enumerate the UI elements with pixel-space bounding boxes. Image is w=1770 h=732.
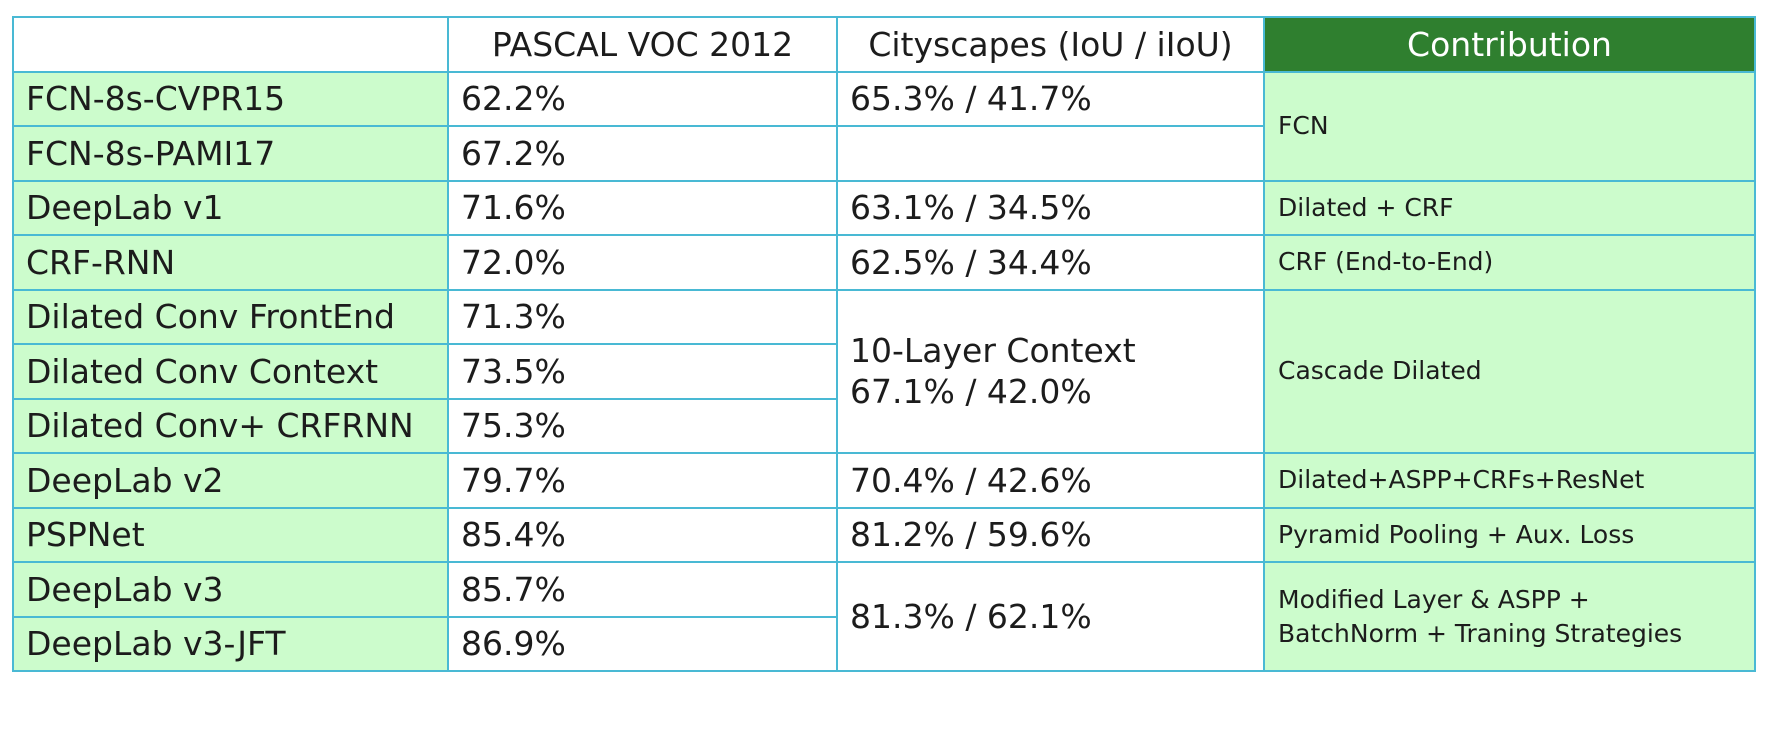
cityscapes-score: 62.5% / 34.4% <box>850 242 1092 282</box>
pascal-score-cell: 71.3% <box>447 288 838 345</box>
contribution-text: Dilated+ASPP+CRFs+ResNet <box>1278 465 1645 495</box>
pascal-score-cell: 75.3% <box>447 397 838 454</box>
pascal-score-cell: 72.0% <box>447 234 838 291</box>
cityscapes-score: 81.2% / 59.6% <box>850 515 1092 555</box>
pascal-score-cell: 62.2% <box>447 70 838 127</box>
table-row: CRF-RNN 72.0% 62.5% / 34.4% CRF (End-to-… <box>12 234 1756 291</box>
pascal-score-cell: 67.2% <box>447 125 838 182</box>
contribution-cell: Pyramid Pooling + Aux. Loss <box>1263 506 1756 563</box>
contribution-text: CRF (End-to-End) <box>1278 247 1494 277</box>
cityscapes-context-label: 10-Layer Context <box>850 331 1136 370</box>
table-row: Dilated Conv FrontEnd 71.3% 10-Layer Con… <box>12 288 1756 454</box>
results-table: PASCAL VOC 2012 Cityscapes (IoU / iIoU) … <box>12 16 1756 672</box>
header-blank-cell <box>12 16 449 73</box>
pascal-score-cell: 85.7% <box>447 561 838 618</box>
cityscapes-score-cell: 65.3% / 41.7% <box>836 70 1265 127</box>
contribution-cell: Dilated+ASPP+CRFs+ResNet <box>1263 452 1756 509</box>
contribution-text: Cascade Dilated <box>1278 356 1482 386</box>
contribution-text: BatchNorm + Traning Strategies <box>1278 618 1683 648</box>
cityscapes-score-cell: 10-Layer Context 67.1% / 42.0% <box>836 288 1265 454</box>
contribution-cell: FCN <box>1263 70 1756 182</box>
table-row: PSPNet 85.4% 81.2% / 59.6% Pyramid Pooli… <box>12 506 1756 563</box>
cityscapes-score: 67.1% / 42.0% <box>850 372 1092 412</box>
pascal-score-cell: 79.7% <box>447 452 838 509</box>
table-row: FCN-8s-CVPR15 62.2% 65.3% / 41.7% FCN <box>12 70 1756 182</box>
method-cell: PSPNet <box>12 506 449 563</box>
method-cell: Dilated Conv FrontEnd <box>12 288 449 345</box>
cityscapes-score-cell: 70.4% / 42.6% <box>836 452 1265 509</box>
contribution-cell: Dilated + CRF <box>1263 179 1756 236</box>
pascal-score-cell: 71.6% <box>447 179 838 236</box>
method-cell: DeepLab v2 <box>12 452 449 509</box>
header-pascal-voc: PASCAL VOC 2012 <box>447 16 838 73</box>
header-row: PASCAL VOC 2012 Cityscapes (IoU / iIoU) … <box>12 16 1756 73</box>
cityscapes-score-cell: 81.3% / 62.1% <box>836 561 1265 672</box>
header-contribution: Contribution <box>1263 16 1756 73</box>
contribution-cell: Cascade Dilated <box>1263 288 1756 454</box>
contribution-text: Pyramid Pooling + Aux. Loss <box>1278 519 1635 549</box>
cityscapes-score: 63.1% / 34.5% <box>850 188 1092 228</box>
method-cell: FCN-8s-PAMI17 <box>12 125 449 182</box>
method-cell: DeepLab v3-JFT <box>12 615 449 672</box>
method-cell: Dilated Conv+ CRFRNN <box>12 397 449 454</box>
pascal-score-cell: 73.5% <box>447 343 838 400</box>
cityscapes-score-cell <box>836 125 1265 182</box>
table-row: Dilated Conv+ CRFRNN 75.3% <box>12 397 1755 454</box>
table-row: FCN-8s-PAMI17 67.2% <box>12 125 1755 182</box>
table-row: DeepLab v3 85.7% 81.3% / 62.1% Modified … <box>12 561 1756 672</box>
cityscapes-score: 70.4% / 42.6% <box>850 460 1092 500</box>
cityscapes-score: 81.3% / 62.1% <box>850 596 1092 636</box>
table-row: DeepLab v2 79.7% 70.4% / 42.6% Dilated+A… <box>12 452 1756 509</box>
table-row: DeepLab v3-JFT 86.9% <box>12 615 1755 672</box>
table-row: DeepLab v1 71.6% 63.1% / 34.5% Dilated +… <box>12 179 1756 236</box>
pascal-score-cell: 85.4% <box>447 506 838 563</box>
header-cityscapes: Cityscapes (IoU / iIoU) <box>836 16 1265 73</box>
contribution-cell: CRF (End-to-End) <box>1263 234 1756 291</box>
method-cell: FCN-8s-CVPR15 <box>12 70 449 127</box>
cityscapes-score-cell: 81.2% / 59.6% <box>836 506 1265 563</box>
contribution-text: FCN <box>1278 111 1329 141</box>
method-cell: CRF-RNN <box>12 234 449 291</box>
method-cell: DeepLab v1 <box>12 179 449 236</box>
method-cell: DeepLab v3 <box>12 561 449 618</box>
pascal-score-cell: 86.9% <box>447 615 838 672</box>
contribution-text: Dilated + CRF <box>1278 192 1454 222</box>
contribution-cell: Modified Layer & ASPP + BatchNorm + Tran… <box>1263 561 1756 672</box>
cityscapes-score-cell: 63.1% / 34.5% <box>836 179 1265 236</box>
method-cell: Dilated Conv Context <box>12 343 449 400</box>
table-row: Dilated Conv Context 73.5% <box>12 343 1755 400</box>
contribution-text: Modified Layer & ASPP + <box>1278 584 1590 614</box>
cityscapes-score: 65.3% / 41.7% <box>850 79 1092 119</box>
cityscapes-score-cell: 62.5% / 34.4% <box>836 234 1265 291</box>
